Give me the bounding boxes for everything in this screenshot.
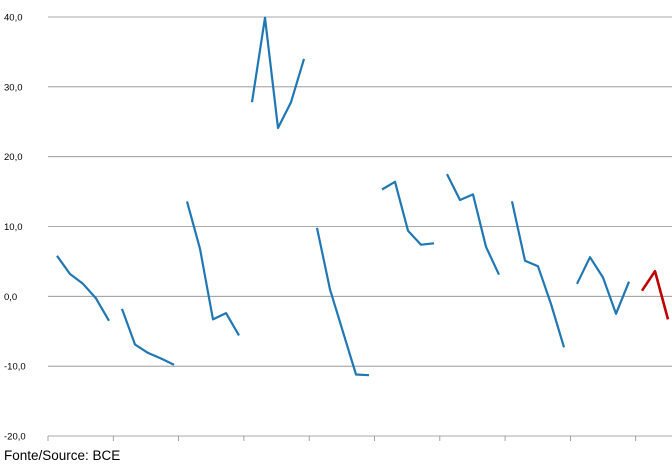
series-line-segment-2 bbox=[120, 308, 175, 366]
y-tick-label: -20,0 bbox=[4, 432, 26, 443]
series-line-segment-3 bbox=[185, 201, 240, 336]
y-tick-label: 10,0 bbox=[4, 222, 23, 233]
y-axis-tick-labels: 40,0 30,0 20,0 10,0 0,0 -10,0 -20,0 bbox=[4, 13, 26, 443]
series-line-segment-5 bbox=[315, 227, 370, 377]
series-line-segment-8 bbox=[510, 201, 566, 348]
y-tick-label: 40,0 bbox=[4, 13, 23, 24]
series-line-segment-9 bbox=[576, 256, 631, 315]
y-tick-label: 0,0 bbox=[4, 292, 17, 303]
series-line-segment-7 bbox=[446, 173, 500, 276]
gridlines bbox=[48, 16, 672, 367]
series-line-segment-10 bbox=[640, 269, 670, 320]
source-note: Fonte/Source: BCE bbox=[4, 448, 121, 463]
y-tick-label: 30,0 bbox=[4, 82, 23, 93]
series-line-segment-1 bbox=[56, 255, 110, 322]
y-tick-label: 20,0 bbox=[4, 152, 23, 163]
series-line-segment-4 bbox=[250, 16, 306, 130]
data-series bbox=[56, 16, 670, 377]
x-axis bbox=[47, 435, 672, 441]
y-tick-label: -10,0 bbox=[4, 362, 26, 373]
series-line-segment-6 bbox=[381, 180, 435, 246]
